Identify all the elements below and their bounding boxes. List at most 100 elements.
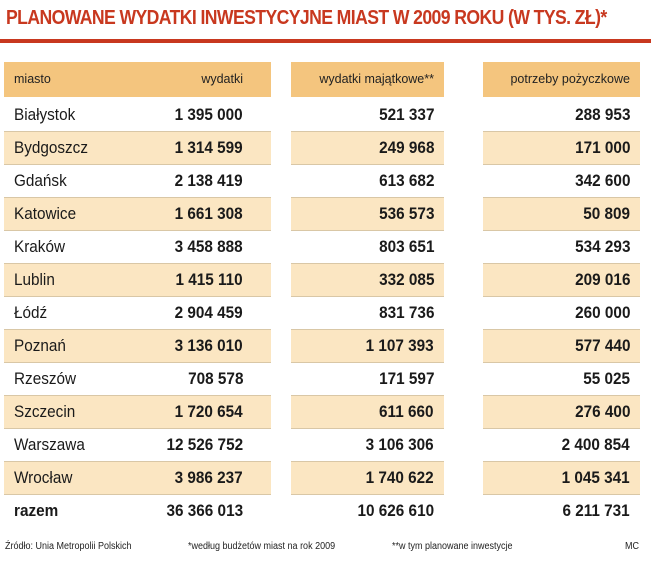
city-cell: Kraków	[14, 237, 66, 256]
city-cell: Białystok	[14, 105, 76, 124]
row-divider	[483, 461, 640, 462]
row-band	[483, 461, 640, 494]
wydatki-cell: 3 136 010	[174, 336, 243, 355]
wydatki-cell: 3 986 237	[174, 468, 243, 487]
pozyczkowe-cell: 260 000	[574, 303, 630, 322]
wydatki-cell: 1 395 000	[174, 105, 243, 124]
wydatki-cell: 1 661 308	[174, 204, 243, 223]
row-divider	[291, 296, 444, 297]
total-wydatki-cell: 36 366 013	[166, 501, 243, 520]
header-potrzeby-pozyczkowe: potrzeby pożyczkowe	[510, 72, 630, 86]
pozyczkowe-cell: 342 600	[574, 171, 630, 190]
row-band	[4, 329, 271, 362]
wydatki-cell: 2 904 459	[174, 303, 243, 322]
wydatki-cell: 3 458 888	[174, 237, 243, 256]
row-divider	[483, 329, 640, 330]
row-divider	[483, 362, 640, 363]
column-block-majatkowe: wydatki majątkowe** 521 337 249 968 613 68…	[291, 62, 444, 532]
total-majatkowe-cell: 10 626 610	[357, 501, 434, 520]
majatkowe-cell: 611 660	[379, 402, 434, 421]
row-divider	[4, 329, 271, 330]
column-block-city-wydatki: miasto wydatki Białystok 1 395 000 Bydgosz…	[4, 62, 271, 532]
chart-title: PLANOWANE WYDATKI INWESTYCYJNE MIAST W 2…	[6, 6, 607, 29]
city-cell: Lublin	[14, 270, 55, 289]
row-divider	[4, 131, 271, 132]
pozyczkowe-cell: 276 400	[574, 402, 630, 421]
majatkowe-cell: 1 107 393	[365, 336, 434, 355]
row-divider	[483, 263, 640, 264]
wydatki-cell: 1 415 110	[175, 270, 243, 289]
pozyczkowe-cell: 534 293	[574, 237, 630, 256]
majatkowe-cell: 803 651	[378, 237, 434, 256]
row-divider	[291, 197, 444, 198]
pozyczkowe-cell: 1 045 341	[561, 468, 630, 487]
row-divider	[291, 428, 444, 429]
wydatki-cell: 708 578	[187, 369, 243, 388]
row-band	[4, 131, 271, 164]
row-divider	[483, 131, 640, 132]
majatkowe-cell: 3 106 306	[365, 435, 434, 454]
table-header-mid: wydatki majątkowe**	[291, 62, 444, 97]
row-divider	[291, 230, 444, 231]
row-divider	[4, 362, 271, 363]
total-pozyczkowe-cell: 6 211 731	[562, 501, 630, 520]
footer-note-budgets: *według budżetów miast na rok 2009	[188, 541, 336, 552]
row-band	[4, 395, 271, 428]
pozyczkowe-cell: 50 809	[583, 204, 630, 223]
row-band	[291, 197, 444, 230]
pozyczkowe-cell: 2 400 854	[561, 435, 630, 454]
pozyczkowe-cell: 209 016	[574, 270, 630, 289]
row-band	[291, 329, 444, 362]
row-divider	[291, 329, 444, 330]
city-cell: Warszawa	[14, 435, 85, 454]
row-divider	[4, 494, 271, 495]
row-divider	[291, 164, 444, 165]
pozyczkowe-cell: 288 953	[574, 105, 630, 124]
majatkowe-cell: 1 740 622	[365, 468, 434, 487]
row-divider	[483, 428, 640, 429]
row-divider	[291, 461, 444, 462]
row-band	[483, 197, 640, 230]
row-divider	[4, 395, 271, 396]
footer-note-investments: **w tym planowane inwestycje	[392, 541, 513, 552]
city-cell: Rzeszów	[14, 369, 77, 388]
header-wydatki: wydatki	[201, 72, 243, 86]
city-cell: Katowice	[14, 204, 77, 223]
row-divider	[4, 230, 271, 231]
majatkowe-cell: 171 597	[378, 369, 434, 388]
city-cell: Szczecin	[14, 402, 76, 421]
city-cell: Poznań	[14, 336, 66, 355]
title-rule	[0, 39, 651, 43]
majatkowe-cell: 521 337	[378, 105, 434, 124]
row-band	[4, 461, 271, 494]
row-band	[483, 329, 640, 362]
majatkowe-cell: 831 736	[378, 303, 434, 322]
pozyczkowe-cell: 577 440	[574, 336, 630, 355]
wydatki-cell: 1 314 599	[174, 138, 243, 157]
row-divider	[483, 395, 640, 396]
row-divider	[4, 428, 271, 429]
row-band	[483, 395, 640, 428]
row-divider	[4, 296, 271, 297]
row-divider	[4, 197, 271, 198]
row-divider	[483, 494, 640, 495]
total-city-cell: razem	[14, 501, 59, 520]
city-cell: Gdańsk	[14, 171, 67, 190]
row-divider	[291, 131, 444, 132]
majatkowe-cell: 613 682	[378, 171, 434, 190]
row-divider	[483, 230, 640, 231]
row-divider	[291, 263, 444, 264]
row-band	[291, 395, 444, 428]
pozyczkowe-cell: 171 000	[574, 138, 630, 157]
row-divider	[4, 263, 271, 264]
row-divider	[4, 164, 271, 165]
row-divider	[483, 197, 640, 198]
wydatki-cell: 1 720 654	[174, 402, 243, 421]
footer-author: MC	[625, 541, 640, 552]
city-cell: Łódź	[14, 303, 48, 322]
footer-source: Źródło: Unia Metropolii Polskich	[5, 541, 132, 552]
row-band	[483, 263, 640, 296]
header-wydatki-majatkowe: wydatki majątkowe**	[319, 72, 434, 86]
row-band	[291, 461, 444, 494]
row-divider	[291, 494, 444, 495]
